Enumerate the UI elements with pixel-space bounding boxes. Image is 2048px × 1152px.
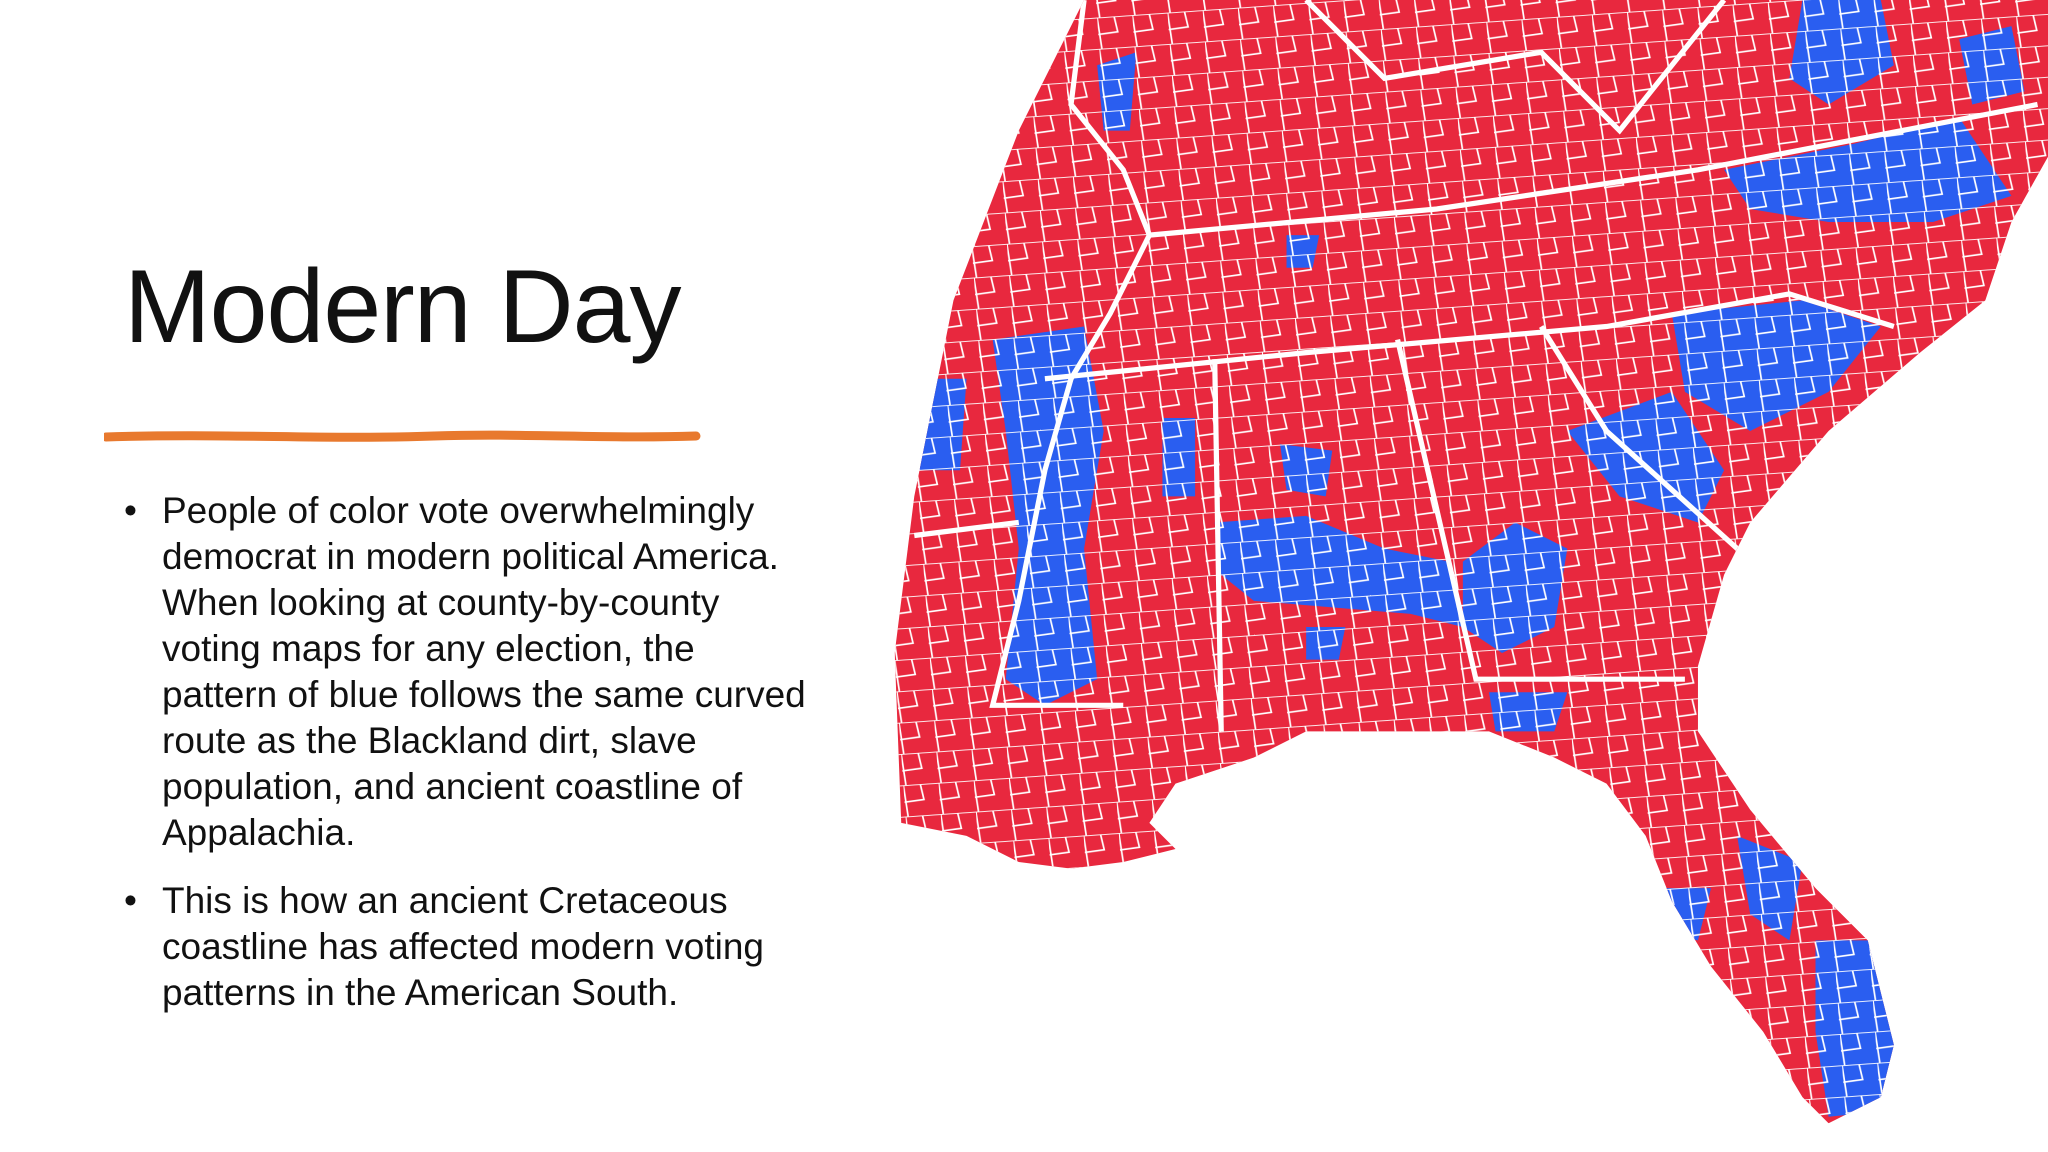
title-underline <box>104 430 701 442</box>
slide-title: Modern Day <box>124 249 681 365</box>
bullet-list: People of color vote overwhelmingly demo… <box>120 488 810 1038</box>
bullet: This is how an ancient Cretaceous coastl… <box>120 878 810 1016</box>
bullet: People of color vote overwhelmingly demo… <box>120 488 810 856</box>
